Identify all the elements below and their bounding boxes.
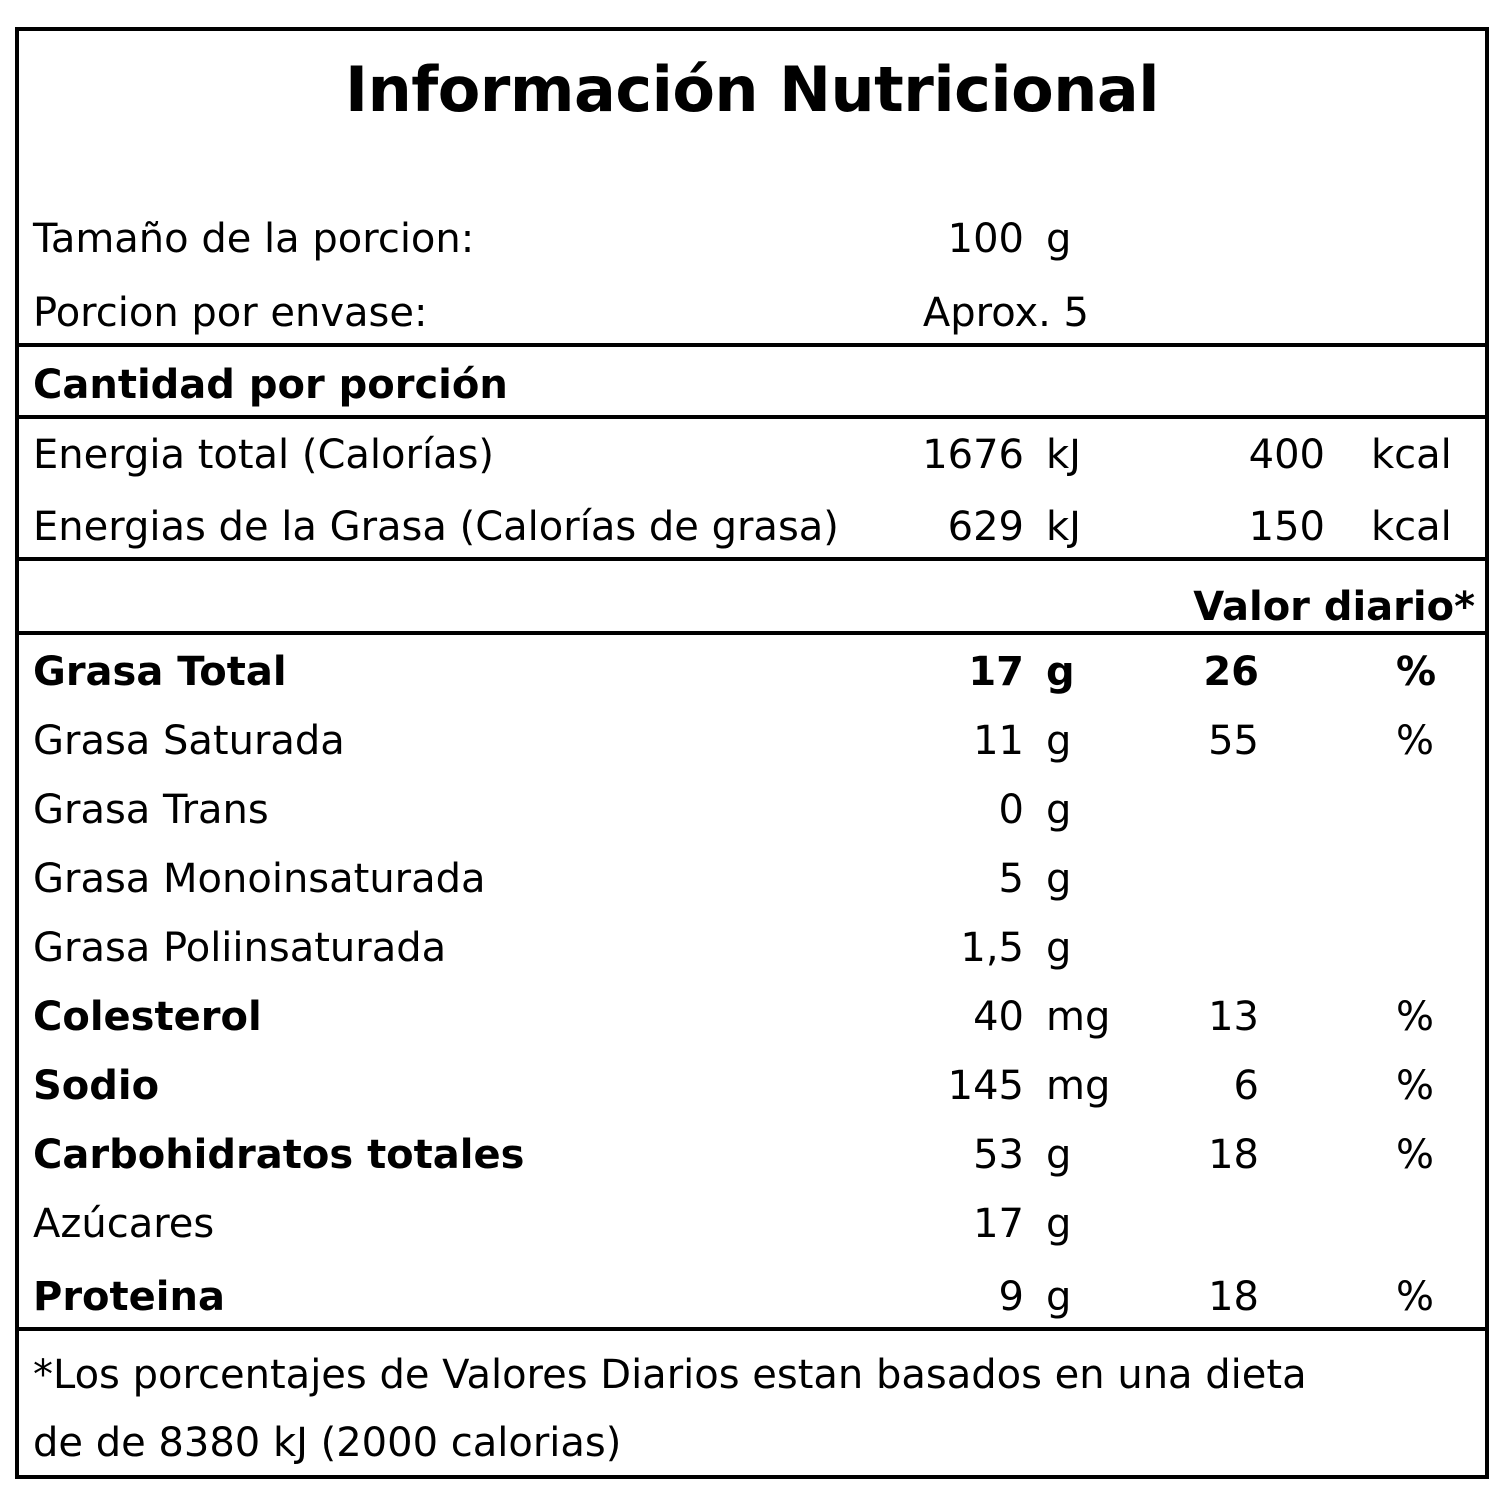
nutrient-label: Carbohidratos totales (33, 1132, 525, 1178)
nutrient-label: Proteina (33, 1274, 225, 1320)
nutrient-unit: g (1046, 1201, 1072, 1247)
amount-per-serving-heading: Cantidad por porción (33, 357, 1475, 413)
servings-per-container-row: Porcion por envase: Aprox. 5 (33, 285, 1475, 341)
nutrient-amount: 1,5 (960, 925, 1024, 971)
energy-kcal-unit: kcal (1371, 504, 1452, 550)
amount-per-serving-label: Cantidad por porción (33, 362, 508, 408)
daily-value-percent-sign: % (1396, 1063, 1435, 1109)
daily-value-percent: 18 (1208, 1132, 1259, 1178)
nutrient-unit: g (1046, 1132, 1072, 1178)
nutrient-label: Sodio (33, 1063, 160, 1109)
daily-value-percent: 55 (1208, 718, 1259, 764)
nutrient-amount: 0 (998, 787, 1024, 833)
divider (19, 415, 1485, 419)
nutrient-amount: 40 (973, 994, 1024, 1040)
nutrient-row: Carbohidratos totales 53 g 18 % (33, 1127, 1475, 1183)
energy-label: Energias de la Grasa (Calorías de grasa) (33, 504, 839, 550)
serving-size-value: 100 (947, 216, 1024, 262)
serving-size-unit: g (1046, 216, 1072, 262)
nutrient-label: Grasa Trans (33, 787, 269, 833)
divider (19, 343, 1485, 347)
serving-size-label: Tamaño de la porcion: (33, 216, 475, 262)
energy-label: Energia total (Calorías) (33, 432, 495, 478)
nutrient-label: Grasa Saturada (33, 718, 345, 764)
nutrient-unit: g (1046, 718, 1072, 764)
nutrient-label: Grasa Monoinsaturada (33, 856, 486, 902)
nutrient-unit: g (1046, 649, 1075, 695)
energy-kj-unit: kJ (1046, 504, 1081, 550)
daily-value-percent-sign: % (1396, 994, 1435, 1040)
energy-kj-unit: kJ (1046, 432, 1081, 478)
nutrient-row: Grasa Monoinsaturada 5 g (33, 851, 1475, 907)
nutrient-row: Grasa Total 17 g 26 % (33, 644, 1475, 700)
nutrient-amount: 53 (973, 1132, 1024, 1178)
nutrient-row: Grasa Saturada 11 g 55 % (33, 713, 1475, 769)
nutrient-unit: g (1046, 856, 1072, 902)
nutrient-label: Grasa Total (33, 649, 287, 695)
divider (19, 1327, 1485, 1331)
daily-value-percent-sign: % (1396, 649, 1437, 695)
energy-kcal: 150 (1248, 504, 1325, 550)
nutrient-unit: mg (1046, 994, 1111, 1040)
nutrient-amount: 17 (973, 1201, 1024, 1247)
divider (19, 631, 1485, 635)
footnote-line: de de 8380 kJ (2000 calorias) (33, 1420, 622, 1466)
nutrient-amount: 17 (968, 649, 1024, 695)
daily-value-percent: 6 (1233, 1063, 1259, 1109)
nutrient-amount: 11 (973, 718, 1024, 764)
daily-value-percent: 18 (1208, 1274, 1259, 1320)
nutrient-unit: g (1046, 787, 1072, 833)
nutrient-row: Proteina 9 g 18 % (33, 1269, 1475, 1325)
nutrient-row: Azúcares 17 g (33, 1196, 1475, 1252)
footnote-line: *Los porcentajes de Valores Diarios esta… (33, 1352, 1307, 1398)
daily-value-percent: 13 (1208, 994, 1259, 1040)
daily-value-percent-sign: % (1396, 1274, 1435, 1320)
nutrient-label: Colesterol (33, 994, 262, 1040)
nutrient-amount: 145 (947, 1063, 1024, 1109)
nutrient-amount: 9 (998, 1274, 1024, 1320)
energy-kj: 1676 (922, 432, 1024, 478)
nutrient-row: Grasa Poliinsaturada 1,5 g (33, 920, 1475, 976)
nutrient-unit: mg (1046, 1063, 1111, 1109)
serving-size-row: Tamaño de la porcion: 100 g (33, 211, 1475, 267)
nutrient-row: Grasa Trans 0 g (33, 782, 1475, 838)
energy-row: Energia total (Calorías) 1676 kJ 400 kca… (33, 427, 1475, 483)
nutrient-amount: 5 (998, 856, 1024, 902)
divider (19, 557, 1485, 561)
energy-row: Energias de la Grasa (Calorías de grasa)… (33, 499, 1475, 555)
energy-kcal: 400 (1248, 432, 1325, 478)
servings-per-container-label: Porcion por envase: (33, 290, 428, 336)
daily-value-percent-sign: % (1396, 1132, 1435, 1178)
daily-value-percent-sign: % (1396, 718, 1435, 764)
nutrition-facts-label: Información Nutricional Tamaño de la por… (15, 27, 1489, 1479)
nutrient-row: Sodio 145 mg 6 % (33, 1058, 1475, 1114)
footnote: *Los porcentajes de Valores Diarios esta… (33, 1341, 1471, 1477)
nutrient-unit: g (1046, 1274, 1072, 1320)
nutrient-unit: g (1046, 925, 1072, 971)
daily-value-heading: Valor diario* (1193, 584, 1475, 630)
label-title: Información Nutricional (345, 53, 1159, 126)
energy-kcal-unit: kcal (1371, 432, 1452, 478)
nutrient-label: Azúcares (33, 1201, 215, 1247)
nutrient-label: Grasa Poliinsaturada (33, 925, 447, 971)
daily-value-percent: 26 (1203, 649, 1259, 695)
servings-per-container-value: Aprox. 5 (922, 290, 1089, 336)
nutrient-row: Colesterol 40 mg 13 % (33, 989, 1475, 1045)
energy-kj: 629 (947, 504, 1024, 550)
